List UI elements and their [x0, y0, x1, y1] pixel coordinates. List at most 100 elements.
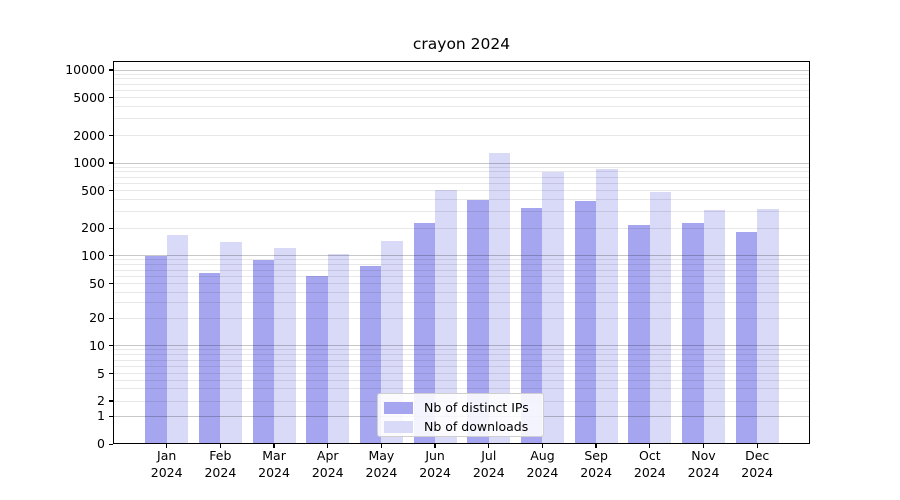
legend-swatch-downloads [384, 420, 413, 433]
y-tick-mark [109, 69, 113, 71]
gridline-minor [113, 269, 810, 271]
gridline-minor [113, 97, 810, 99]
bar-nb-of-downloads-dec-2024 [757, 209, 779, 444]
x-tick-label: Jan 2024 [150, 448, 183, 480]
gridline-minor [113, 359, 810, 361]
y-tick-label: 2000 [73, 127, 105, 143]
gridline-minor [113, 317, 810, 319]
gridline-minor [113, 388, 810, 390]
y-tick-label: 1000 [73, 155, 105, 170]
gridline-minor [113, 373, 810, 375]
x-tick-label: Sep 2024 [580, 448, 613, 480]
gridline-minor [113, 73, 810, 75]
x-tick-label: Dec 2024 [741, 448, 774, 480]
gridline-major [113, 69, 810, 71]
gridline-minor [113, 118, 810, 120]
gridline-minor [113, 211, 810, 213]
gridline-minor [113, 89, 810, 91]
y-tick-label: 500 [81, 182, 105, 198]
bar-nb-of-downloads-aug-2024 [542, 171, 564, 444]
bar-nb-of-distinct-ips-jun-2024 [413, 222, 436, 444]
x-tick-label: Apr 2024 [311, 448, 344, 480]
y-tick-label: 2 [97, 393, 105, 408]
y-tick-mark [109, 190, 113, 192]
gridline-minor [113, 182, 810, 184]
legend-label-downloads: Nb of downloads [424, 419, 529, 434]
gridline-major [113, 162, 810, 164]
bar-nb-of-distinct-ips-mar-2024 [252, 259, 275, 444]
y-tick-label: 50 [89, 275, 105, 291]
bar-nb-of-distinct-ips-apr-2024 [306, 276, 328, 444]
y-tick-mark [109, 345, 113, 347]
y-tick-label: 5000 [73, 89, 105, 105]
gridline-minor [113, 227, 810, 229]
x-tick-mark [219, 444, 222, 448]
bar-nb-of-distinct-ips-jul-2024 [467, 199, 489, 444]
grid-layer [113, 61, 810, 444]
gridline-minor [113, 78, 810, 80]
y-tick-mark [109, 443, 113, 445]
bar-nb-of-distinct-ips-feb-2024 [198, 273, 221, 444]
y-tick-mark [109, 255, 113, 257]
x-tick-mark [380, 444, 383, 448]
gridline-minor [113, 83, 810, 85]
bar-nb-of-downloads-mar-2024 [274, 248, 296, 444]
gridline-minor [113, 171, 810, 173]
plot-area: Nb of distinct IPs Nb of downloads [113, 61, 810, 444]
y-tick-label: 20 [89, 310, 105, 326]
gridline-minor [113, 106, 810, 108]
legend-row: Nb of downloads [384, 417, 543, 436]
legend: Nb of distinct IPs Nb of downloads [377, 393, 544, 437]
x-tick-mark [702, 444, 705, 448]
gridline-minor [113, 259, 810, 261]
y-tick-label: 0 [97, 436, 105, 452]
gridline-minor [113, 349, 810, 351]
y-tick-mark [109, 317, 113, 319]
gridline-minor [113, 166, 810, 168]
bar-nb-of-distinct-ips-dec-2024 [735, 232, 758, 444]
y-tick-mark [109, 283, 113, 285]
y-tick-label: 5 [97, 365, 105, 381]
x-tick-mark [434, 444, 436, 448]
y-tick-label: 200 [81, 220, 105, 236]
gridline-minor [113, 199, 810, 201]
y-tick-mark [109, 135, 113, 137]
x-tick-label: Mar 2024 [258, 448, 290, 480]
gridline-minor [113, 264, 810, 266]
gridline-major [113, 345, 810, 347]
bar-nb-of-downloads-nov-2024 [703, 210, 725, 444]
bars-layer [113, 61, 810, 444]
x-tick-label: May 2024 [365, 448, 398, 480]
x-tick-mark [273, 444, 275, 448]
gridline-minor [113, 135, 810, 137]
bar-nb-of-downloads-sep-2024 [596, 168, 618, 444]
y-tick-label: 100 [81, 247, 105, 263]
x-tick-mark [541, 444, 544, 448]
bar-nb-of-downloads-feb-2024 [220, 242, 242, 444]
legend-row: Nb of distinct IPs [384, 398, 543, 417]
gridline-minor [113, 379, 810, 381]
y-tick-label: 1 [97, 408, 105, 424]
bar-nb-of-downloads-jun-2024 [435, 189, 457, 444]
y-tick-label: 10000 [65, 62, 105, 77]
chart-title: crayon 2024 [412, 35, 511, 53]
bar-nb-of-distinct-ips-oct-2024 [628, 225, 650, 444]
y-tick-mark [109, 97, 113, 99]
x-tick-label: Oct 2024 [633, 448, 666, 480]
x-tick-mark [166, 444, 168, 448]
y-tick-mark [109, 415, 113, 417]
bar-nb-of-downloads-jan-2024 [166, 234, 189, 444]
bar-nb-of-distinct-ips-aug-2024 [520, 207, 543, 444]
legend-label-distinct-ips: Nb of distinct IPs [424, 400, 529, 415]
x-tick-mark [595, 444, 597, 448]
x-tick-mark [327, 444, 329, 448]
bar-nb-of-downloads-apr-2024 [327, 253, 350, 444]
x-tick-label: Feb 2024 [204, 448, 237, 480]
gridline-minor [113, 365, 810, 367]
bar-nb-of-downloads-jul-2024 [488, 152, 511, 444]
gridline-minor [113, 354, 810, 356]
bar-nb-of-distinct-ips-nov-2024 [682, 223, 704, 444]
bar-nb-of-distinct-ips-may-2024 [359, 265, 382, 444]
y-tick-mark [109, 373, 113, 375]
